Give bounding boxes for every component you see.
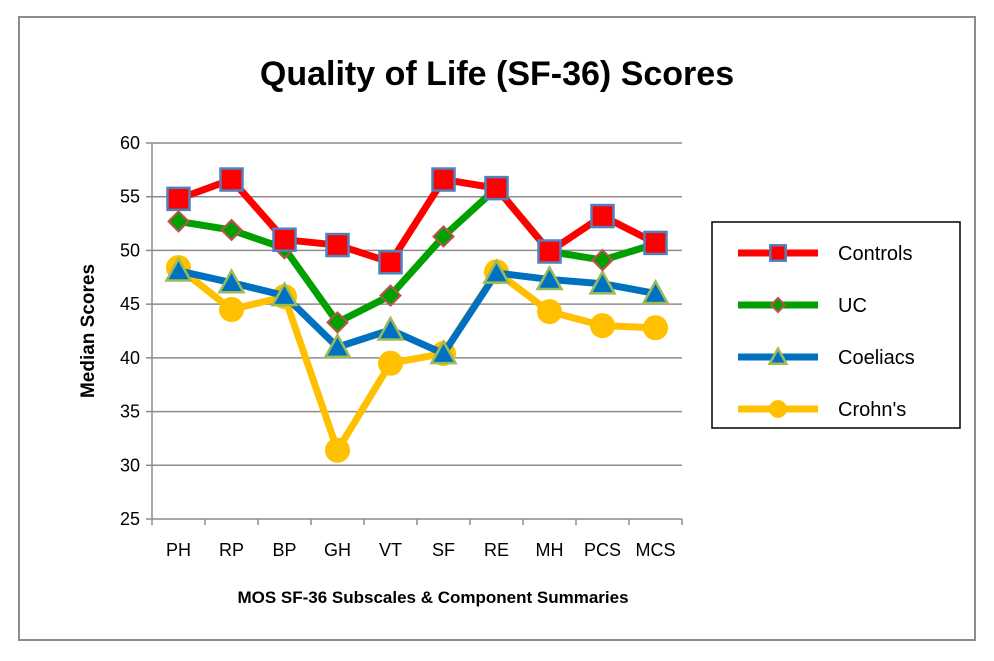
data-point bbox=[429, 338, 458, 365]
legend-marker bbox=[769, 244, 787, 262]
data-point bbox=[379, 284, 402, 307]
x-tick-label: BP bbox=[272, 540, 296, 560]
y-tick-label: 30 bbox=[120, 455, 140, 475]
series-line bbox=[177, 176, 658, 266]
data-point bbox=[325, 232, 350, 258]
series-line bbox=[177, 267, 657, 358]
data-point bbox=[376, 315, 405, 341]
gridlines bbox=[152, 142, 682, 467]
series-coeliacs bbox=[164, 256, 670, 365]
y-tick-label: 35 bbox=[120, 402, 140, 422]
legend-label: Controls bbox=[838, 243, 912, 265]
data-point bbox=[484, 175, 509, 201]
x-tick-label: SF bbox=[432, 540, 455, 560]
x-tick-label: RE bbox=[484, 540, 509, 560]
legend-marker bbox=[769, 400, 787, 418]
data-point bbox=[643, 315, 668, 341]
data-point bbox=[537, 239, 562, 264]
data-point bbox=[482, 258, 511, 284]
data-point bbox=[590, 313, 615, 339]
data-point bbox=[537, 299, 562, 325]
x-tick-labels: PH RP BP GH VT SF RE MH PCS MCS bbox=[166, 540, 676, 560]
data-point bbox=[217, 268, 246, 294]
x-tick-label: PCS bbox=[584, 540, 621, 560]
y-tick-label: 50 bbox=[120, 240, 140, 260]
data-point bbox=[166, 186, 191, 212]
legend-marker bbox=[767, 346, 789, 365]
x-tick-label: VT bbox=[379, 540, 402, 560]
y-axis-label: Median Scores bbox=[78, 264, 99, 398]
data-point bbox=[167, 210, 190, 233]
data-point bbox=[164, 256, 193, 282]
axes bbox=[146, 142, 683, 525]
y-tick-label: 45 bbox=[120, 294, 140, 314]
data-point bbox=[591, 248, 614, 272]
y-tick-label: 60 bbox=[120, 133, 140, 153]
legend-item: UC bbox=[738, 295, 867, 317]
x-tick-label: RP bbox=[219, 540, 244, 560]
data-point bbox=[323, 332, 352, 358]
data-point bbox=[643, 230, 668, 256]
data-point bbox=[641, 278, 670, 305]
data-point bbox=[378, 249, 403, 275]
y-tick-label: 40 bbox=[120, 348, 140, 368]
data-point bbox=[325, 437, 350, 463]
data-point bbox=[272, 227, 297, 252]
data-point bbox=[588, 269, 617, 295]
legend-item: Controls bbox=[738, 243, 912, 265]
x-axis-label: MOS SF-36 Subscales & Component Summarie… bbox=[237, 588, 628, 607]
series-line bbox=[177, 184, 657, 326]
data-point bbox=[219, 167, 244, 192]
data-point bbox=[378, 350, 403, 376]
legend-label: Crohn's bbox=[838, 399, 906, 421]
y-tick-label: 25 bbox=[120, 509, 140, 529]
legend-label: Coeliacs bbox=[838, 347, 915, 369]
data-point bbox=[326, 310, 349, 334]
y-tick-labels: 25 30 35 40 45 50 55 60 bbox=[120, 133, 140, 529]
legend-marker bbox=[769, 296, 787, 314]
x-tick-label: MH bbox=[536, 540, 564, 560]
legend-item: Coeliacs bbox=[738, 346, 915, 369]
x-tick-label: GH bbox=[324, 540, 351, 560]
chart-title: Quality of Life (SF-36) Scores bbox=[260, 55, 734, 93]
data-point bbox=[432, 225, 455, 248]
data-point bbox=[220, 218, 243, 242]
data-point bbox=[535, 264, 564, 291]
x-tick-label: MCS bbox=[636, 540, 676, 560]
x-tick-label: PH bbox=[166, 540, 191, 560]
legend-label: UC bbox=[838, 295, 867, 317]
legend: Controls UC Coeliacs Crohn's bbox=[711, 221, 961, 429]
series-lines bbox=[164, 167, 670, 463]
data-point bbox=[431, 167, 456, 192]
series-line bbox=[176, 264, 656, 454]
y-tick-label: 55 bbox=[120, 187, 140, 207]
series-controls bbox=[166, 167, 668, 275]
data-point bbox=[590, 203, 615, 229]
data-point bbox=[219, 297, 244, 323]
data-point bbox=[270, 280, 299, 307]
legend-item: Crohn's bbox=[738, 399, 906, 421]
